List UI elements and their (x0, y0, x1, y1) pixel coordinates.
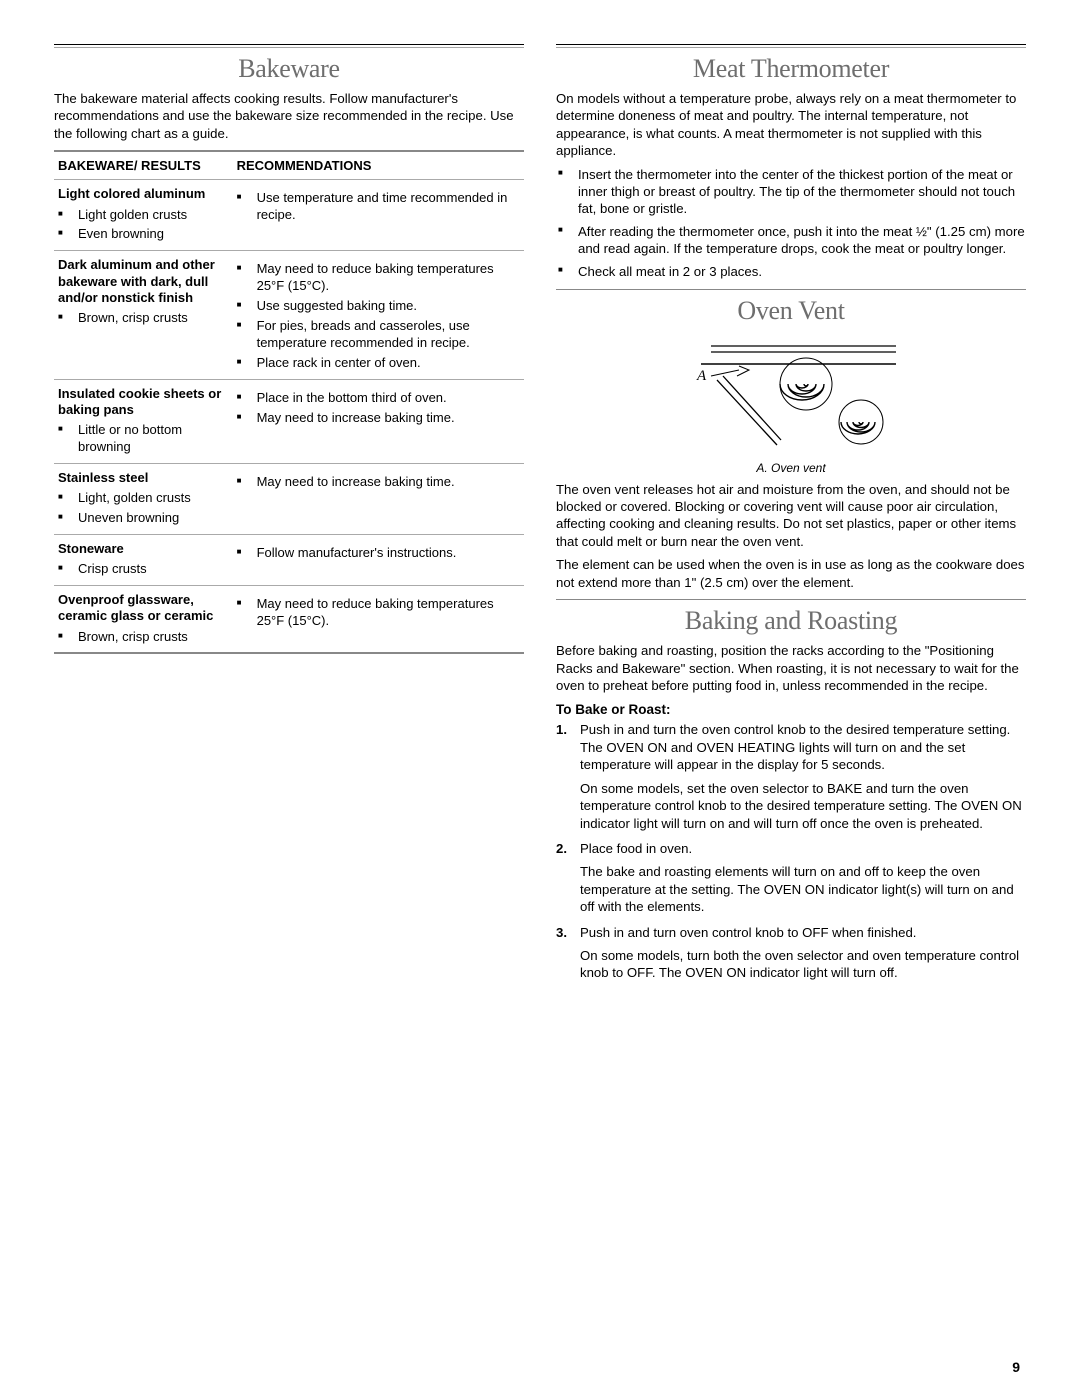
list-item: Insert the thermometer into the center o… (556, 166, 1026, 217)
step-item: Place food in oven. The bake and roasting… (556, 840, 1026, 916)
meat-intro: On models without a temperature probe, a… (556, 90, 1026, 160)
bakeware-recs-list: May need to reduce baking temperatures 2… (237, 596, 520, 630)
bakeware-title: Bakeware (54, 54, 524, 84)
bakeware-recs-list: May need to increase baking time. (237, 474, 520, 491)
meat-title: Meat Thermometer (556, 54, 1026, 84)
list-item: May need to reduce baking temperatures 2… (237, 261, 520, 295)
bakeware-cell-left: Ovenproof glassware, ceramic glass or ce… (54, 586, 233, 654)
bakeware-cell-right: Place in the bottom third of oven. May ne… (233, 379, 524, 463)
list-item: Check all meat in 2 or 3 places. (556, 263, 1026, 280)
list-item: Place in the bottom third of oven. (237, 390, 520, 407)
bakeware-row-name: Ovenproof glassware, ceramic glass or ce… (58, 592, 229, 625)
list-item: For pies, breads and casseroles, use tem… (237, 318, 520, 352)
bakeware-row-name: Dark aluminum and other bakeware with da… (58, 257, 229, 306)
list-item: Crisp crusts (58, 561, 229, 578)
rule (54, 44, 524, 45)
bakeware-cell-right: Follow manufacturer's instructions. (233, 534, 524, 585)
table-row: Ovenproof glassware, ceramic glass or ce… (54, 586, 524, 654)
bakeware-results-list: Light, golden crusts Uneven browning (58, 490, 229, 527)
list-item: May need to increase baking time. (237, 410, 520, 427)
page: Bakeware The bakeware material affects c… (54, 44, 1026, 990)
bakeware-cell-left: Insulated cookie sheets or baking pansLi… (54, 379, 233, 463)
bakeware-cell-right: May need to increase baking time. (233, 463, 524, 534)
step-main: Push in and turn the oven control knob t… (580, 722, 1010, 772)
bakeware-recs-list: May need to reduce baking temperatures 2… (237, 261, 520, 371)
rule (556, 289, 1026, 290)
step-item: Push in and turn oven control knob to OF… (556, 924, 1026, 982)
bakeware-cell-left: Stoneware Crisp crusts (54, 534, 233, 585)
step-extra: The bake and roasting elements will turn… (580, 863, 1026, 915)
list-item: May need to reduce baking temperatures 2… (237, 596, 520, 630)
list-item: May need to increase baking time. (237, 474, 520, 491)
bakeware-results-list: Light golden crusts Even browning (58, 207, 229, 244)
bakeware-header-right: RECOMMENDATIONS (233, 151, 524, 180)
table-row: Stainless steel Light, golden crusts Uneve… (54, 463, 524, 534)
bakeware-recs-list: Use temperature and time recommended in … (237, 190, 520, 224)
table-row: Stoneware Crisp crusts Follow manufacturer… (54, 534, 524, 585)
step-extra: On some models, set the oven selector to… (580, 780, 1026, 832)
bakeware-row-name: Insulated cookie sheets or baking pans (58, 386, 229, 419)
list-item: Follow manufacturer's instructions. (237, 545, 520, 562)
table-row: Dark aluminum and other bakeware with da… (54, 251, 524, 379)
bakeware-recs-list: Place in the bottom third of oven. May ne… (237, 390, 520, 427)
rule (556, 44, 1026, 45)
step-main: Push in and turn oven control knob to OF… (580, 925, 916, 940)
list-item: Brown, crisp crusts (58, 629, 229, 646)
list-item: Use suggested baking time. (237, 298, 520, 315)
baking-title: Baking and Roasting (556, 606, 1026, 636)
list-item: Light golden crusts (58, 207, 229, 224)
vent-caption: A. Oven vent (556, 461, 1026, 475)
bakeware-cell-left: Dark aluminum and other bakeware with da… (54, 251, 233, 379)
vent-label-a: A (696, 368, 707, 384)
rule (556, 599, 1026, 600)
list-item: Even browning (58, 226, 229, 243)
table-row: Insulated cookie sheets or baking pansLi… (54, 379, 524, 463)
bakeware-cell-left: Stainless steel Light, golden crusts Uneve… (54, 463, 233, 534)
step-item: Push in and turn the oven control knob t… (556, 721, 1026, 832)
oven-vent-icon: A (681, 332, 901, 452)
bakeware-cell-right: May need to reduce baking temperatures 2… (233, 586, 524, 654)
table-row: Light colored aluminum Light golden crust… (54, 180, 524, 251)
bakeware-table: BAKEWARE/ RESULTS RECOMMENDATIONS Light … (54, 150, 524, 654)
oven-vent-figure: A (556, 332, 1026, 455)
bakeware-cell-right: May need to reduce baking temperatures 2… (233, 251, 524, 379)
bakeware-results-list: Crisp crusts (58, 561, 229, 578)
right-column: Meat Thermometer On models without a tem… (556, 44, 1026, 990)
rule (556, 47, 1026, 48)
bakeware-row-name: Stoneware (58, 541, 229, 557)
meat-bullets: Insert the thermometer into the center o… (556, 166, 1026, 281)
list-item: Brown, crisp crusts (58, 310, 229, 327)
bakeware-row-name: Stainless steel (58, 470, 229, 486)
rule (54, 47, 524, 48)
vent-p1: The oven vent releases hot air and moist… (556, 481, 1026, 551)
list-item: After reading the thermometer once, push… (556, 223, 1026, 257)
list-item: Uneven browning (58, 510, 229, 527)
left-column: Bakeware The bakeware material affects c… (54, 44, 524, 990)
list-item: Little or no bottom browning (58, 422, 229, 456)
bakeware-intro: The bakeware material affects cooking re… (54, 90, 524, 142)
bakeware-cell-left: Light colored aluminum Light golden crust… (54, 180, 233, 251)
vent-p2: The element can be used when the oven is… (556, 556, 1026, 591)
bakeware-header-left: BAKEWARE/ RESULTS (54, 151, 233, 180)
bakeware-recs-list: Follow manufacturer's instructions. (237, 545, 520, 562)
list-item: Place rack in center of oven. (237, 355, 520, 372)
list-item: Use temperature and time recommended in … (237, 190, 520, 224)
bakeware-results-list: Brown, crisp crusts (58, 310, 229, 327)
baking-steps: Push in and turn the oven control knob t… (556, 721, 1026, 981)
baking-subhead: To Bake or Roast: (556, 702, 1026, 717)
bakeware-results-list: Brown, crisp crusts (58, 629, 229, 646)
bakeware-results-list: Little or no bottom browning (58, 422, 229, 456)
bakeware-cell-right: Use temperature and time recommended in … (233, 180, 524, 251)
list-item: Light, golden crusts (58, 490, 229, 507)
bakeware-row-name: Light colored aluminum (58, 186, 229, 202)
page-number: 9 (1012, 1359, 1020, 1375)
baking-intro: Before baking and roasting, position the… (556, 642, 1026, 694)
vent-title: Oven Vent (556, 296, 1026, 326)
step-extra: On some models, turn both the oven selec… (580, 947, 1026, 982)
step-main: Place food in oven. (580, 841, 692, 856)
